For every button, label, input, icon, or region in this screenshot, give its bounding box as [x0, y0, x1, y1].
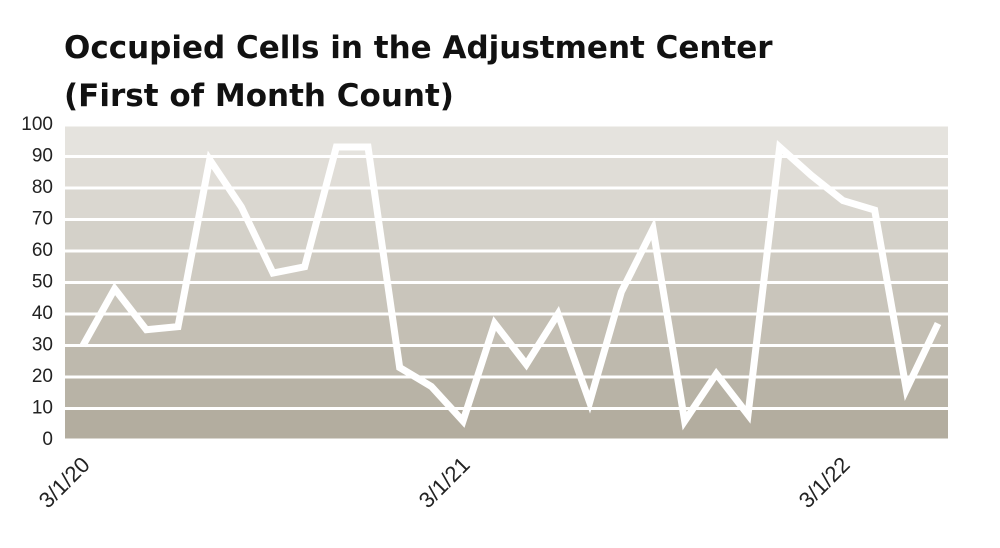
- plot-band: [65, 408, 948, 440]
- x-tick-label: 3/1/22: [794, 452, 855, 513]
- plot-band: [65, 345, 948, 377]
- y-tick-label: 30: [32, 335, 53, 356]
- y-tick-label: 70: [32, 209, 53, 230]
- plot-band: [65, 156, 948, 188]
- y-tick-label: 10: [32, 398, 53, 419]
- chart-title: Occupied Cells in the Adjustment Center: [64, 30, 773, 66]
- y-tick-label: 100: [21, 114, 53, 135]
- data-line: [79, 139, 942, 431]
- plot-band: [65, 125, 948, 157]
- y-tick-label: 90: [32, 146, 53, 167]
- y-tick-label: 50: [32, 272, 53, 293]
- y-tick-label: 60: [32, 240, 53, 261]
- x-tick-label: 3/1/21: [414, 452, 475, 513]
- y-tick-label: 0: [42, 429, 53, 450]
- plot-background: [65, 125, 948, 440]
- chart-subtitle: (First of Month Count): [64, 78, 454, 114]
- plot-band: [65, 251, 948, 283]
- x-tick-label: 3/1/20: [34, 452, 95, 513]
- y-tick-label: 40: [32, 303, 53, 324]
- plot-band: [65, 282, 948, 314]
- plot-band: [65, 377, 948, 409]
- plot-band: [65, 188, 948, 220]
- plot-band: [65, 219, 948, 251]
- y-tick-label: 20: [32, 366, 53, 387]
- y-tick-label: 80: [32, 177, 53, 198]
